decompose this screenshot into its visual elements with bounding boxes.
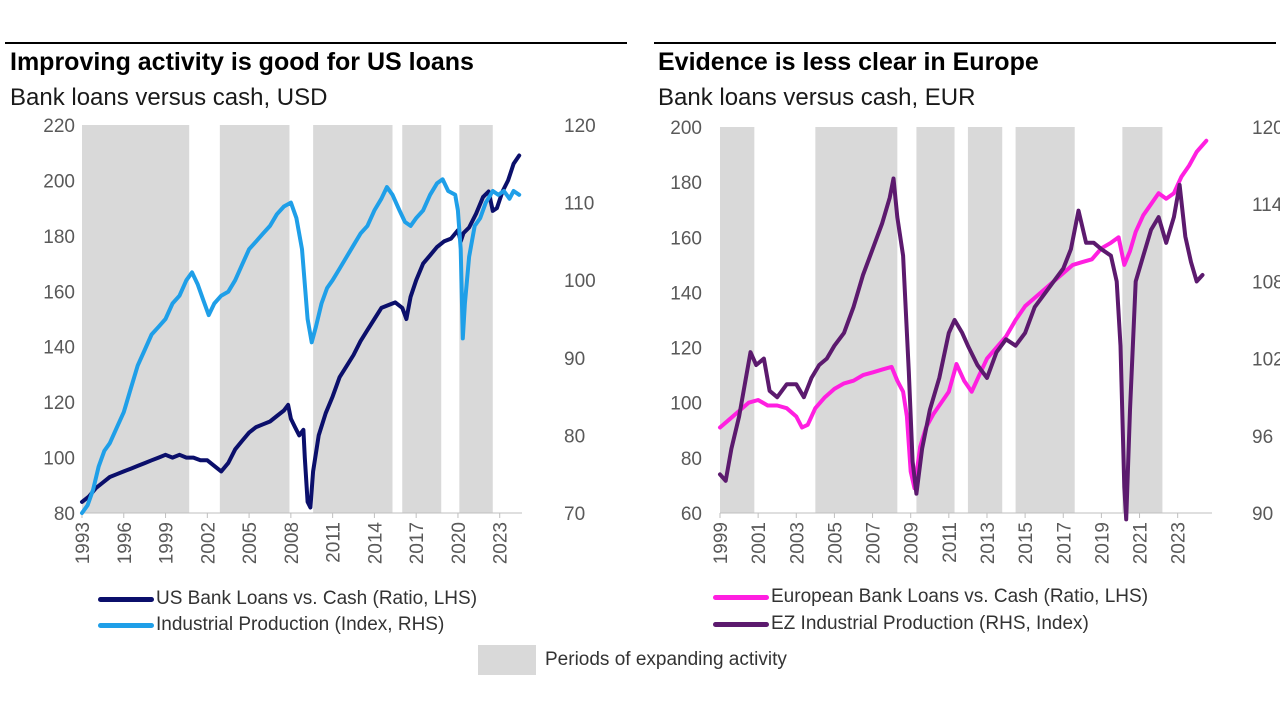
us-x-tick-6: 2011 — [324, 522, 345, 563]
legend-eu-ip-swatch — [713, 621, 769, 627]
us-x-tick-7: 2014 — [365, 522, 386, 565]
legend-eu-loans-label: European Bank Loans vs. Cash (Ratio, LHS… — [771, 586, 1149, 607]
eu-series-line-0 — [718, 138, 1209, 491]
us-y-left-tick-4: 160 — [43, 282, 75, 303]
eu-shade-period-1 — [815, 127, 898, 513]
eu-x-tick-2: 2003 — [787, 522, 808, 564]
us-x-tick-0: 1993 — [73, 522, 94, 564]
legend-expanding-activity: Periods of expanding activity — [478, 645, 787, 675]
us-x-tick-4: 2005 — [240, 522, 261, 564]
eu-y-right-tick-3: 108 — [1252, 272, 1280, 293]
us-y-right-tick-5: 120 — [564, 116, 596, 137]
eu-y-right-tick-2: 102 — [1252, 350, 1280, 371]
eu-x-tick-0: 1999 — [711, 522, 732, 564]
legend-us-ip-label: Industrial Production (Index, RHS) — [156, 614, 445, 635]
us-y-right-tick-3: 100 — [564, 271, 596, 292]
left-chart-title: Improving activity is good for US loans — [10, 48, 474, 76]
us-shade-period-1 — [219, 125, 290, 513]
eu-y-left-tick-0: 60 — [681, 504, 702, 525]
us-y-left-tick-5: 180 — [43, 227, 75, 248]
us-y-left-tick-1: 100 — [43, 449, 75, 470]
eu-x-tick-3: 2005 — [825, 522, 846, 564]
us-x-tick-8: 2017 — [407, 522, 428, 564]
right-chart-title: Evidence is less clear in Europe — [658, 48, 1039, 76]
eu-shade-period-0 — [720, 127, 755, 513]
eu-y-left-tick-1: 80 — [681, 449, 702, 470]
eu-y-left-tick-4: 140 — [670, 283, 702, 304]
legend-expanding-activity-swatch — [478, 645, 536, 675]
us-x-tick-2: 1999 — [157, 522, 178, 564]
eu-x-tick-12: 2023 — [1169, 522, 1190, 564]
eu-shade-period-3 — [967, 127, 1003, 513]
left-panel-top-rule — [5, 42, 627, 44]
legend-us-loans-label: US Bank Loans vs. Cash (Ratio, LHS) — [156, 588, 478, 609]
eu-x-tick-4: 2007 — [864, 522, 885, 564]
us-y-left-tick-3: 140 — [43, 338, 75, 359]
us-y-right-tick-4: 110 — [564, 194, 594, 215]
us-shade-period-2 — [313, 125, 393, 513]
us-x-tick-5: 2008 — [282, 522, 303, 564]
us-shade-period-0 — [82, 125, 190, 513]
us-y-left-tick-2: 120 — [43, 393, 75, 414]
eu-x-tick-1: 2001 — [749, 522, 770, 564]
left-chart-subtitle: Bank loans versus cash, USD — [10, 84, 328, 111]
us-y-left-tick-7: 220 — [43, 116, 75, 137]
eu-y-right-tick-1: 96 — [1252, 427, 1273, 448]
eu-chart-group: 60 80 100 120 140 160 180 200 90 96 102 108 114 120 19… — [670, 118, 1280, 564]
us-chart-group: 80 100 120 140 160 180 200 220 70 80 90 100 110 120 19… — [43, 116, 595, 564]
us-x-tick-1: 1996 — [115, 522, 136, 564]
right-chart-subtitle: Bank loans versus cash, EUR — [658, 84, 976, 111]
us-y-left-tick-0: 80 — [54, 504, 75, 525]
legend-eu-ip: EZ Industrial Production (RHS, Index) — [713, 613, 1089, 635]
us-x-tick-3: 2002 — [198, 522, 219, 564]
eu-y-left-tick-5: 160 — [670, 228, 702, 249]
eu-x-tick-5: 2009 — [902, 522, 923, 564]
legend-expanding-activity-label: Periods of expanding activity — [545, 649, 787, 670]
eu-x-tick-6: 2011 — [940, 522, 961, 563]
eu-x-tick-11: 2021 — [1131, 522, 1152, 564]
legend-eu-loans: European Bank Loans vs. Cash (Ratio, LHS… — [713, 586, 1148, 608]
legend-eu-ip-label: EZ Industrial Production (RHS, Index) — [771, 613, 1089, 634]
eu-series-line-1 — [718, 176, 1205, 522]
us-y-right-tick-2: 90 — [564, 349, 585, 370]
eu-y-right-tick-0: 90 — [1252, 504, 1273, 525]
eu-y-left-tick-2: 100 — [670, 394, 702, 415]
legend-us-loans-swatch — [98, 596, 154, 602]
eu-y-left-tick-7: 200 — [670, 118, 702, 139]
eu-x-tick-7: 2013 — [978, 522, 999, 564]
us-y-right-tick-0: 70 — [564, 504, 585, 525]
legend-us-loans: US Bank Loans vs. Cash (Ratio, LHS) — [98, 588, 477, 610]
eu-shade-period-4 — [1015, 127, 1075, 513]
eu-y-right-tick-5: 120 — [1252, 118, 1280, 139]
eu-y-left-tick-6: 180 — [670, 173, 702, 194]
right-panel-top-rule — [654, 42, 1276, 44]
eu-x-tick-8: 2015 — [1016, 522, 1037, 564]
legend-us-ip-swatch — [98, 622, 154, 628]
us-y-right-tick-1: 80 — [564, 426, 585, 447]
eu-y-left-tick-3: 120 — [670, 339, 702, 360]
us-y-left-tick-6: 200 — [43, 171, 75, 192]
legend-us-ip: Industrial Production (Index, RHS) — [98, 614, 444, 636]
us-series-line-1 — [80, 177, 522, 515]
eu-y-right-tick-4: 114 — [1252, 195, 1280, 216]
eu-x-tick-9: 2017 — [1054, 522, 1075, 564]
eu-x-tick-10: 2019 — [1092, 522, 1113, 564]
legend-eu-loans-swatch — [713, 594, 769, 600]
us-x-tick-10: 2023 — [491, 522, 512, 564]
us-x-tick-9: 2020 — [449, 522, 470, 564]
